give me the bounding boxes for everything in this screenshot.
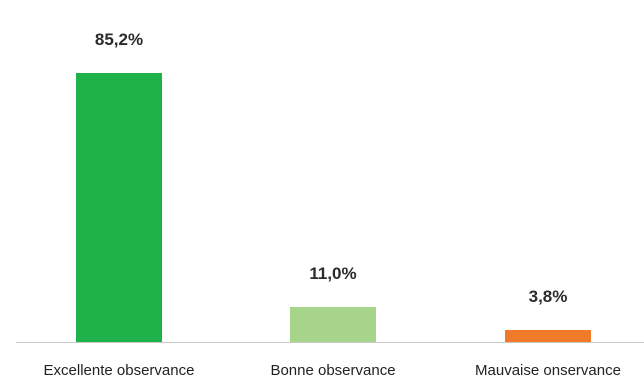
data-label-3: 3,8% [529, 287, 568, 306]
data-label-1: 85,2% [95, 30, 143, 49]
bar-3 [505, 330, 591, 342]
bar-2 [290, 307, 376, 342]
category-label-3: Mauvaise onservance [475, 362, 621, 379]
data-label-2: 11,0% [309, 264, 356, 283]
category-label-2: Bonne observance [270, 362, 395, 379]
bar-1 [76, 73, 162, 342]
category-label-1: Excellente observance [44, 362, 195, 379]
